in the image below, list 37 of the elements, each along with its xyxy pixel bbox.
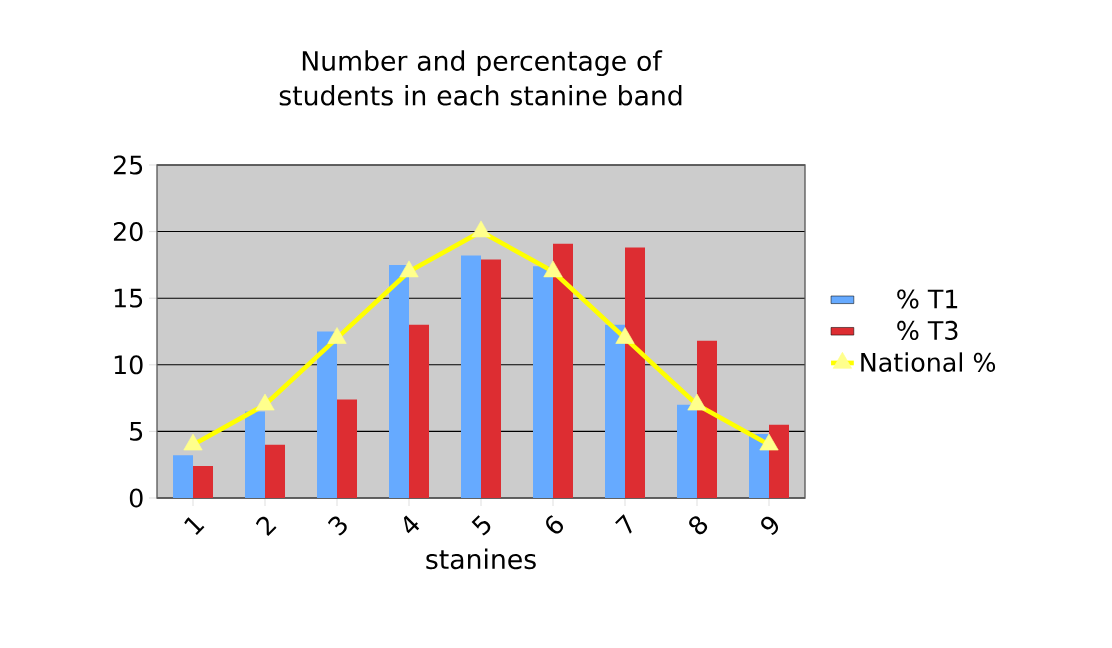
x-tick-label: 8 bbox=[689, 516, 708, 535]
bar bbox=[605, 324, 625, 498]
x-axis-title: stanines bbox=[426, 548, 536, 570]
bar bbox=[697, 340, 717, 498]
legend-label: National % bbox=[861, 352, 996, 372]
legend-label: % T1 bbox=[897, 289, 958, 309]
x-tick-label: 6 bbox=[546, 515, 564, 534]
y-tick-label: 25 bbox=[113, 155, 143, 175]
bar bbox=[245, 411, 266, 498]
x-tick-label: 4 bbox=[403, 515, 420, 534]
y-tick-label: 0 bbox=[129, 488, 143, 508]
x-tick-label: 3 bbox=[327, 516, 347, 536]
bar bbox=[173, 455, 194, 498]
bar bbox=[533, 266, 554, 498]
bar bbox=[317, 331, 338, 498]
x-tick-label: 2 bbox=[255, 516, 277, 537]
y-tick-label: 5 bbox=[130, 421, 143, 441]
bar bbox=[461, 255, 481, 498]
y-tick-label: 10 bbox=[114, 355, 143, 375]
x-tick-label: 1 bbox=[184, 517, 205, 535]
x-tick-label: 9 bbox=[761, 516, 779, 536]
bar bbox=[677, 404, 697, 498]
bar bbox=[193, 466, 214, 498]
y-tick-label: 15 bbox=[114, 288, 143, 308]
x-tick-label: 5 bbox=[471, 515, 491, 536]
bar bbox=[625, 247, 645, 498]
bar bbox=[389, 264, 410, 498]
y-tick-label: 20 bbox=[113, 222, 143, 242]
bar bbox=[769, 424, 789, 498]
x-tick-label: 7 bbox=[615, 514, 632, 534]
bar bbox=[337, 399, 358, 498]
bar bbox=[553, 243, 573, 498]
legend-label: % T3 bbox=[897, 320, 958, 341]
bar bbox=[409, 324, 430, 498]
bar bbox=[265, 444, 286, 498]
bar bbox=[481, 259, 502, 498]
chart-title: Number and percentage of students in each stanine band bbox=[279, 50, 682, 106]
